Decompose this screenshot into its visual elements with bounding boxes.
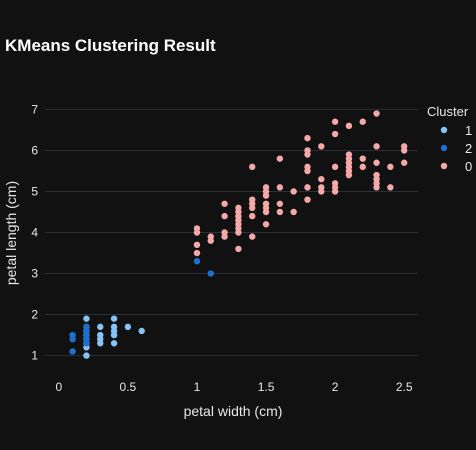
cluster-0-point [359,155,366,162]
y-tick-label: 5 [31,184,38,198]
legend-title: Cluster [427,104,469,119]
chart-title: KMeans Clustering Result [5,36,216,55]
y-tick-label: 3 [31,267,38,281]
cluster-0-point [276,208,284,216]
cluster-1-point [110,340,118,347]
cluster-0-point [276,200,284,207]
cluster-0-point [207,233,214,240]
cluster-0-point [318,175,325,183]
cluster-0-point [193,241,201,249]
cluster-0-point [235,204,242,212]
cluster-1-point [124,323,132,331]
cluster-0-point [331,163,339,171]
gridlines [45,108,418,357]
x-tick-label: 1 [194,380,201,394]
legend-label-cluster-0[interactable]: 0 [465,159,472,174]
cluster-0-point [387,184,394,191]
cluster-1-point [110,315,118,322]
cluster-0-point [304,163,311,171]
cluster-1-point [97,323,104,331]
cluster-2-point [193,258,201,265]
cluster-0-point [331,130,339,138]
tick-labels: 1 2 3 4 5 6 7 0 0.5 1 1.5 2 2.5 [31,102,413,394]
cluster-1-point [97,331,104,339]
cluster-1-point [83,352,90,359]
cluster-0-point [221,229,228,236]
cluster-0-point [290,208,297,216]
cluster-0-point [276,184,284,191]
cluster-0-point [235,245,242,253]
cluster-0-point [221,200,228,207]
cluster-0-point [387,163,394,171]
cluster-0-point [345,151,353,158]
cluster-1-point [138,327,145,335]
cluster-0-point [304,147,311,154]
legend-marker-cluster-2[interactable] [440,144,448,152]
x-tick-label: 1.5 [258,380,275,394]
cluster-0-point [373,171,380,179]
cluster-0-point [262,184,270,191]
cluster-2-point [69,348,76,355]
cluster-2-point [207,270,214,277]
legend-label-cluster-1[interactable]: 1 [465,123,472,138]
cluster-0-point [373,159,380,166]
cluster-1-point [110,323,118,331]
cluster-0-point [304,184,311,191]
cluster-2-point [83,323,90,331]
y-tick-label: 7 [31,102,38,116]
cluster-2-point [69,331,76,339]
cluster-0-point [249,196,256,203]
x-tick-label: 0.5 [120,380,137,394]
cluster-0-point [304,196,311,203]
cluster-0-point [318,143,325,150]
cluster-0-point [193,249,201,257]
cluster-0-point [290,188,297,195]
cluster-0-point [249,233,256,240]
cluster-0-point [359,118,366,125]
cluster-0-point [276,155,284,162]
x-axis-label: petal width (cm) [184,403,283,419]
cluster-0-point [345,122,353,130]
cluster-0-point [221,212,228,220]
data-points [69,110,408,359]
cluster-0-point [249,163,256,171]
y-tick-label: 6 [31,143,38,157]
y-axis-label: petal length (cm) [3,181,19,285]
cluster-0-point [373,110,380,117]
cluster-0-point [400,159,408,166]
cluster-0-point [359,163,366,171]
cluster-0-point [318,184,325,191]
cluster-0-point [331,180,339,187]
x-tick-label: 2.5 [396,380,413,394]
cluster-0-point [373,143,380,150]
y-tick-label: 4 [31,226,38,240]
x-tick-label: 2 [332,380,339,394]
x-tick-label: 0 [55,380,62,394]
cluster-0-point [400,143,408,150]
legend-label-cluster-2[interactable]: 2 [465,141,472,156]
cluster-0-point [249,212,256,220]
cluster-0-point [331,118,339,125]
legend-marker-cluster-0[interactable] [440,162,448,170]
y-tick-label: 1 [31,349,38,363]
cluster-0-point [262,221,270,228]
legend[interactable]: Cluster 1 2 0 [427,104,472,174]
cluster-0-point [304,134,311,142]
cluster-0-point [262,200,270,207]
y-tick-label: 2 [31,308,38,322]
cluster-1-point [83,315,90,322]
legend-marker-cluster-1[interactable] [440,126,448,134]
cluster-0-point [193,225,201,232]
